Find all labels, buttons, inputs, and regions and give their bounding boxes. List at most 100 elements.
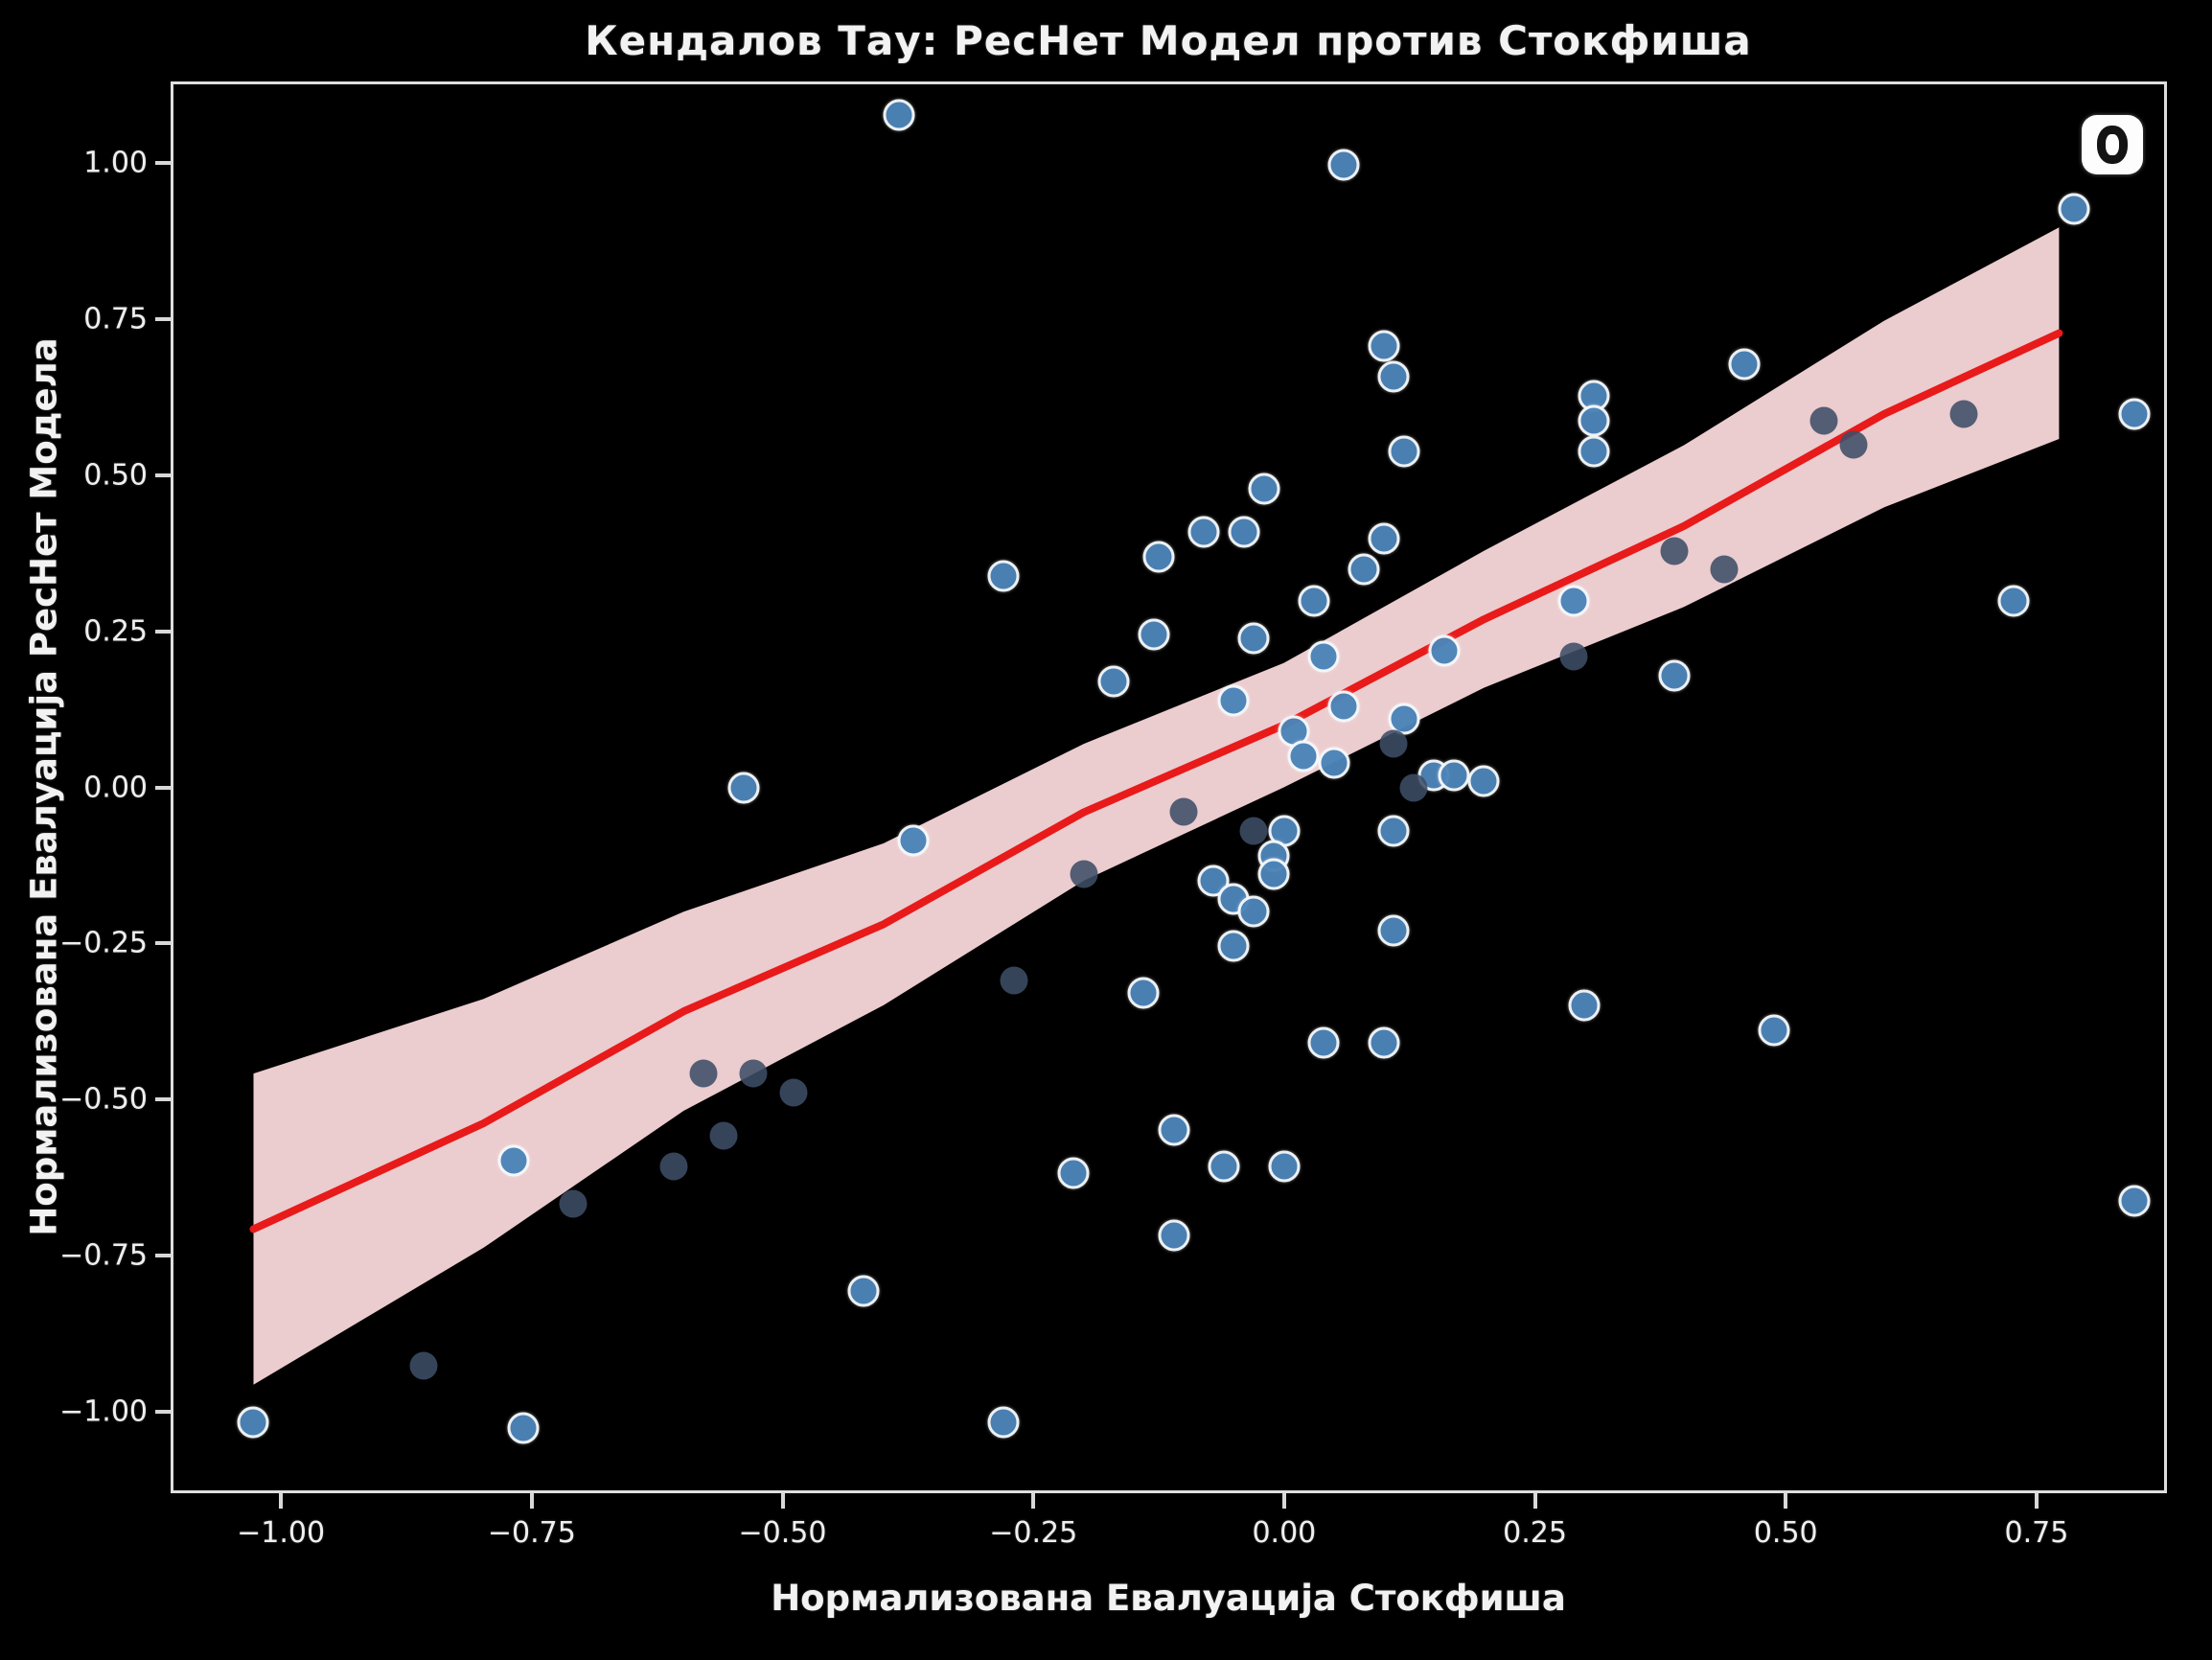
scatter-point — [1307, 640, 1340, 673]
scatter-point — [1237, 895, 1270, 928]
watermark-ring-icon — [2097, 126, 2128, 164]
y-tick-mark — [155, 316, 171, 321]
scatter-point — [1237, 622, 1270, 655]
scatter-point — [1127, 977, 1160, 1009]
scatter-point — [1758, 1014, 1790, 1047]
scatter-point — [1809, 406, 1838, 435]
y-tick-label: 0.25 — [83, 614, 148, 649]
scatter-point — [1428, 634, 1461, 667]
scatter-point — [237, 1406, 269, 1439]
scatter-point — [2118, 1185, 2151, 1217]
x-tick-mark — [279, 1493, 284, 1509]
scatter-point — [1997, 585, 2030, 617]
scatter-point — [689, 1059, 718, 1088]
y-tick-mark — [155, 1410, 171, 1415]
scatter-point — [1660, 537, 1689, 565]
scatter-point — [1559, 642, 1588, 671]
x-tick-label: 0.25 — [1503, 1516, 1567, 1550]
x-tick-label: −1.00 — [237, 1516, 326, 1550]
x-tick-label: −0.50 — [738, 1516, 827, 1550]
y-tick-label: 0.00 — [83, 771, 148, 804]
y-tick-label: 0.50 — [83, 458, 148, 493]
scatter-point — [659, 1152, 688, 1181]
scatter-point — [1287, 740, 1320, 772]
scatter-point — [1658, 659, 1691, 692]
y-tick-mark — [155, 941, 171, 946]
scatter-point — [779, 1078, 808, 1107]
scatter-point — [2058, 193, 2090, 225]
scatter-point — [1557, 585, 1590, 617]
scatter-point — [1327, 690, 1360, 723]
scatter-point — [409, 1351, 438, 1380]
x-tick-mark — [529, 1493, 534, 1509]
x-tick-label: 0.00 — [1252, 1516, 1317, 1550]
y-tick-mark — [155, 160, 171, 165]
scatter-point — [987, 1406, 1020, 1439]
scatter-point — [1728, 348, 1761, 380]
x-tick-label: −0.25 — [989, 1516, 1078, 1550]
scatter-point — [1568, 989, 1601, 1022]
scatter-point — [1710, 555, 1739, 584]
scatter-point — [507, 1412, 540, 1444]
x-tick-label: −0.75 — [487, 1516, 576, 1550]
scatter-point — [727, 772, 760, 803]
y-tick-label: −1.00 — [59, 1395, 148, 1429]
scatter-point — [1368, 1026, 1400, 1059]
x-tick-mark — [1532, 1493, 1537, 1509]
scatter-point — [1142, 541, 1175, 573]
scatter-point — [1368, 522, 1400, 555]
x-tick-mark — [1031, 1493, 1036, 1509]
scatter-point — [1257, 858, 1290, 890]
scatter-point — [883, 99, 915, 131]
scatter-point — [1138, 618, 1170, 651]
y-tick-label: −0.25 — [59, 926, 148, 960]
y-tick-label: −0.75 — [59, 1238, 148, 1273]
scatter-point — [2118, 398, 2151, 430]
scatter-point — [1169, 797, 1198, 826]
scatter-point — [1368, 330, 1400, 362]
scatter-point — [1097, 665, 1130, 698]
scatter-point — [1467, 765, 1500, 797]
y-tick-label: 1.00 — [83, 146, 148, 180]
scatter-point — [1307, 1026, 1340, 1059]
x-tick-mark — [1281, 1493, 1286, 1509]
scatter-point — [1298, 585, 1330, 617]
regression-layer — [249, 227, 2063, 1385]
scatter-point — [1228, 516, 1260, 548]
plot-area — [171, 81, 2167, 1493]
scatter-point — [1578, 435, 1610, 468]
scatter-point — [1268, 1150, 1301, 1183]
x-tick-mark — [1784, 1493, 1788, 1509]
scatter-point — [1217, 930, 1250, 962]
y-tick-mark — [155, 1254, 171, 1258]
scatter-point — [1377, 815, 1410, 847]
scatter-point — [987, 560, 1020, 592]
scatter-point — [1070, 860, 1098, 888]
scatter-point — [1399, 773, 1428, 801]
scatter-point — [1377, 360, 1410, 393]
y-tick-label: −0.50 — [59, 1082, 148, 1117]
y-tick-label: 0.75 — [83, 302, 148, 336]
scatter-point — [497, 1144, 530, 1177]
chart-title: Кендалов Тау: РесНет Модел против Стокфи… — [585, 17, 1752, 64]
x-tick-mark — [780, 1493, 785, 1509]
scatter-point — [1318, 747, 1350, 779]
scatter-point — [897, 824, 930, 857]
scatter-point — [1327, 149, 1360, 181]
scatter-point — [1377, 914, 1410, 947]
scatter-point — [1248, 473, 1280, 505]
x-axis-label: Нормализована Евалуација Стокфиша — [771, 1578, 1566, 1619]
scatter-point — [1187, 516, 1220, 548]
scatter-point — [1239, 817, 1268, 845]
x-tick-label: 0.50 — [1753, 1516, 1818, 1550]
scatter-point — [1208, 1150, 1240, 1183]
scatter-point — [1379, 729, 1408, 758]
scatter-point — [1949, 400, 1978, 428]
scatter-point — [1348, 553, 1380, 586]
y-tick-mark — [155, 473, 171, 477]
scatter-point — [1388, 435, 1420, 468]
y-tick-mark — [155, 629, 171, 634]
regression-line — [249, 329, 2063, 1233]
scatter-point — [709, 1121, 738, 1150]
